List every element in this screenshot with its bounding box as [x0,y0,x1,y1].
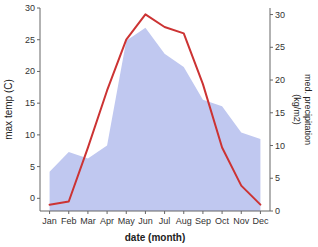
temperature-line [50,14,261,204]
y-tick [37,39,40,40]
y2-tick-label: 20 [275,75,285,85]
y2-axis-line [270,8,271,211]
y-tick-label: 15 [25,98,35,108]
y2-tick [270,145,273,146]
y2-tick [270,178,273,179]
y-tick-label: 25 [25,35,35,45]
x-tick-label: Jul [159,216,171,226]
chart: Jan FebMar Apr MayJun Jul AugSep OctNovDec 0 5 10… [0,0,318,247]
x-tick [164,211,165,214]
x-tick [222,211,223,214]
x-tick [49,211,50,214]
x-tick [183,211,184,214]
plot-area [50,14,261,211]
y2-tick [270,47,273,48]
x-tick-label: Mar [80,216,96,226]
precipitation-area [50,28,261,211]
x-tick-label: May [118,216,136,226]
y-tick [37,71,40,72]
x-tick-label: Sep [195,216,211,226]
y-tick [37,134,40,135]
x-tick-label: Oct [215,216,230,226]
y2-tick-label: 0 [275,206,280,216]
x-tick [68,211,69,214]
x-tick-label: Jan [42,216,57,226]
x-axis-label: date (month) [125,232,186,243]
y2-axis-label-line: (kg/m2) [292,94,302,125]
y2-tick [270,80,273,81]
x-tick [107,211,108,214]
y2-tick-label: 5 [275,173,280,183]
y-axis-label: max temp (C) [3,79,14,140]
x-tick [87,211,88,214]
x-tick-label: Dec [252,216,269,226]
y-tick-label: 10 [25,130,35,140]
x-tick [126,211,127,214]
y2-axis-label: med. precipitation(kg/m2) [292,74,313,145]
y-tick-label: 0 [30,193,35,203]
y2-tick-label: 25 [275,42,285,52]
x-axis-line [40,211,270,212]
y2-tick [270,14,273,15]
y-axis-line [40,8,41,211]
x-tick [145,211,146,214]
y-tick-label: 30 [25,3,35,13]
x-tick [241,211,242,214]
y-tick [37,8,40,9]
y-tick-label: 5 [30,162,35,172]
x-tick [202,211,203,214]
x-tick-label: Jun [138,216,153,226]
y2-tick-label: 30 [275,10,285,20]
y-tick [37,166,40,167]
x-tick-label: Apr [100,216,114,226]
y2-tick [270,112,273,113]
y-tick [37,198,40,199]
y2-tick-label: 10 [275,141,285,151]
x-tick-label: Nov [233,216,250,226]
y2-tick [270,211,273,212]
y2-tick-label: 15 [275,108,285,118]
x-tick-label: Aug [176,216,192,226]
y-tick-label: 20 [25,66,35,76]
y-tick [37,103,40,104]
y2-axis-label-line: med. precipitation [303,74,313,145]
x-tick-label: Feb [61,216,77,226]
x-tick [260,211,261,214]
